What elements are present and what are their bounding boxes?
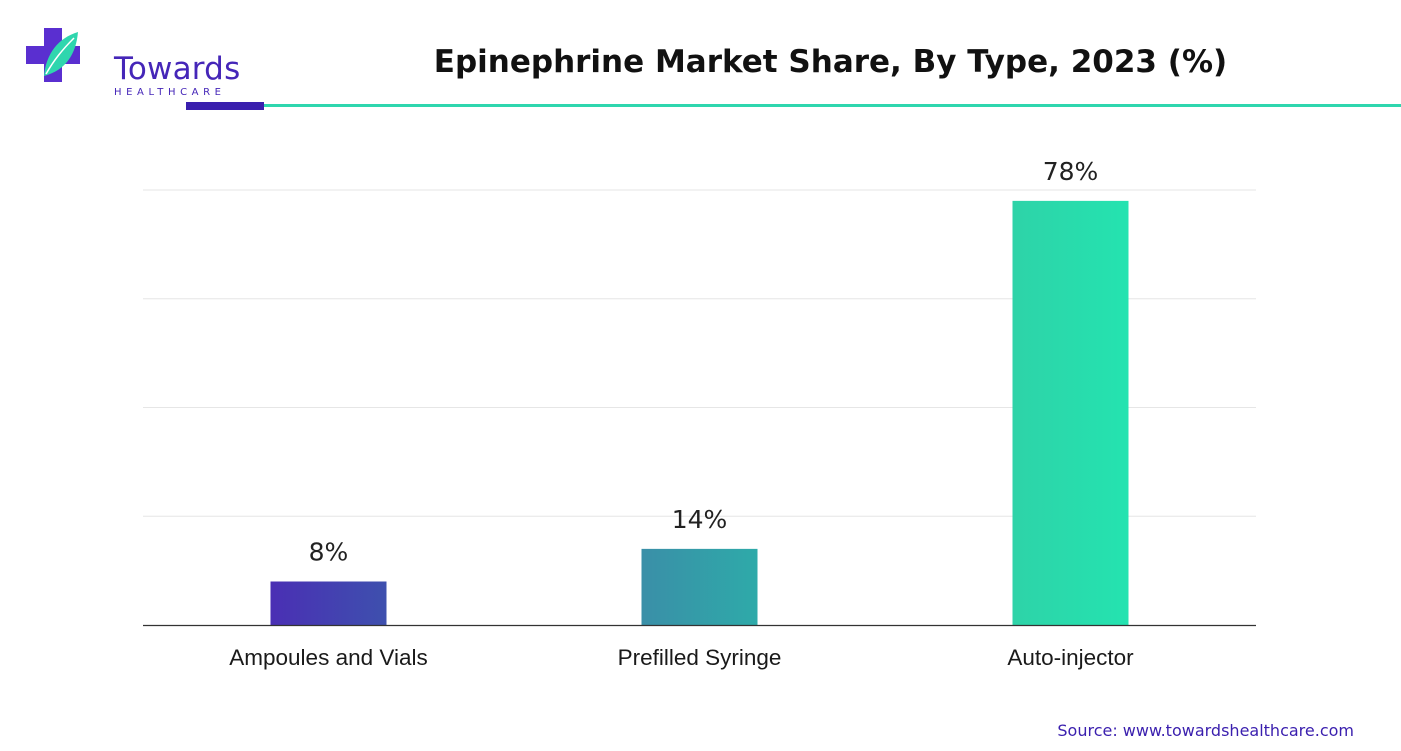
data-label: 14% [672,505,728,534]
x-axis: Ampoules and Vials Prefilled Syringe Auto-… [143,624,1256,670]
header-rule-accent [186,102,264,110]
brand-logo: Towards HEALTHCARE [22,24,252,98]
bar-prefilled-syringe [641,548,758,625]
chart-title: Epinephrine Market Share, By Type, 2023 … [433,44,1228,80]
bars [270,200,1129,625]
data-labels: 8% 14% 78% [309,157,1099,567]
logo-subtitle: HEALTHCARE [114,87,226,98]
x-tick-label: Prefilled Syringe [618,645,782,670]
header-rule [264,104,1401,107]
source-note: Source: www.towardshealthcare.com [1057,721,1354,740]
medical-cross-leaf-icon [26,28,80,82]
data-label: 78% [1043,157,1099,186]
bar-ampoules-and-vials [270,581,387,625]
x-tick-label: Ampoules and Vials [229,645,427,670]
logo-name: Towards [114,51,241,87]
x-tick-label: Auto-injector [1007,645,1134,670]
bar-auto-injector [1012,200,1129,625]
data-label: 8% [309,538,349,567]
